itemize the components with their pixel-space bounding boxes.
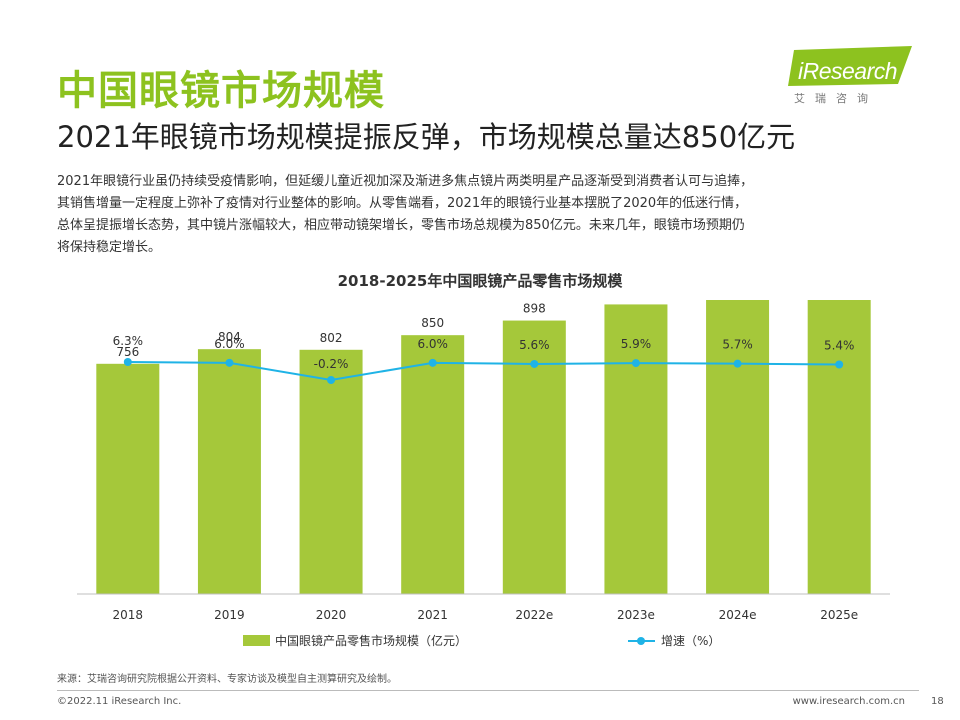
growth-point-2021 xyxy=(428,358,437,367)
logo-shape-icon xyxy=(788,46,912,86)
x-tick-label-2024e: 2024e xyxy=(719,608,757,622)
growth-label-2018: 6.3% xyxy=(113,334,144,348)
legend-marker-line xyxy=(637,637,645,645)
x-tick-label-2025e: 2025e xyxy=(820,608,858,622)
bar-label-2020: 802 xyxy=(320,331,343,345)
x-tick-label-2018: 2018 xyxy=(113,608,144,622)
bar-2021 xyxy=(401,335,465,594)
bar-2024e xyxy=(706,300,770,594)
growth-point-2024e xyxy=(733,359,742,368)
growth-label-2023e: 5.9% xyxy=(621,337,652,351)
bar-label-2019: 804 xyxy=(218,330,241,344)
logo-text: iResearch xyxy=(798,58,898,84)
growth-label-2021: 6.0% xyxy=(417,337,448,351)
growth-point-2019 xyxy=(225,358,234,367)
x-tick-label-2021: 2021 xyxy=(417,608,448,622)
legend-label-line: 增速（%） xyxy=(661,634,720,648)
bar-label-2018: 756 xyxy=(116,345,139,359)
bar-label-2021: 850 xyxy=(421,316,444,330)
growth-label-2024e: 5.7% xyxy=(722,338,753,352)
growth-label-2022e: 5.6% xyxy=(519,338,550,352)
x-tick-label-2022e: 2022e xyxy=(515,608,553,622)
page-subtitle: 2021年眼镜市场规模提振反弹，市场规模总量达850亿元 xyxy=(57,120,796,154)
growth-label-2019: 6.0% xyxy=(214,337,245,351)
x-tick-label-2019: 2019 xyxy=(214,608,245,622)
x-tick-label-2023e: 2023e xyxy=(617,608,655,622)
bar-2025e xyxy=(807,300,871,594)
bar-2020 xyxy=(299,349,363,594)
source-note: 来源：艾瑞咨询研究院根据公开资料、专家访谈及模型自主测算研究及绘制。 xyxy=(57,674,397,685)
description-line: 将保持稳定增长。 xyxy=(57,240,162,255)
website: www.iresearch.com.cn xyxy=(792,696,905,707)
description-line: 其销售增量一定程度上弥补了疫情对行业整体的影响。从零售端看，2021年的眼镜行业… xyxy=(57,196,748,211)
growth-rate-line xyxy=(127,361,840,382)
copyright: ©2022.11 iResearch Inc. xyxy=(57,696,182,707)
growth-point-2022e xyxy=(530,359,539,368)
bar-label-2022e: 898 xyxy=(523,302,546,316)
chart-title: 2018-2025年中国眼镜产品零售市场规模 xyxy=(337,272,623,290)
growth-point-2020 xyxy=(327,376,336,384)
bar-2018 xyxy=(96,363,160,594)
growth-label-2020: -0.2% xyxy=(314,357,349,371)
page-title: 中国眼镜市场规模 xyxy=(57,68,385,114)
description: 2021年眼镜行业虽仍持续受疫情影响，但延缓儿童近视加深及渐进多焦点镜片两类明星… xyxy=(57,171,919,259)
bar-2023e xyxy=(604,304,668,594)
footer-divider xyxy=(57,690,919,691)
growth-point-2023e xyxy=(631,359,640,368)
description-line: 总体呈提振增长态势，其中镜片涨幅较大，相应带动镜架增长，零售市场总规模为850亿… xyxy=(57,218,745,233)
growth-point-2018 xyxy=(123,358,132,366)
iresearch-logo: iResearch 艾瑞咨询 xyxy=(780,46,920,108)
description-line: 2021年眼镜行业虽仍持续受疫情影响，但延缓儿童近视加深及渐进多焦点镜片两类明星… xyxy=(57,174,754,189)
page-number: 18 xyxy=(931,696,944,707)
growth-point-2025e xyxy=(835,360,844,369)
logo-subtext: 艾瑞咨询 xyxy=(794,92,878,105)
market-size-chart: 75620188042019802202085020218982022e9512… xyxy=(77,300,890,648)
x-tick-label-2020: 2020 xyxy=(316,608,347,622)
legend-label-bars: 中国眼镜产品零售市场规模（亿元） xyxy=(275,633,467,648)
bar-2019 xyxy=(197,349,261,594)
legend-swatch-bars xyxy=(243,635,270,646)
growth-label-2025e: 5.4% xyxy=(824,338,855,352)
